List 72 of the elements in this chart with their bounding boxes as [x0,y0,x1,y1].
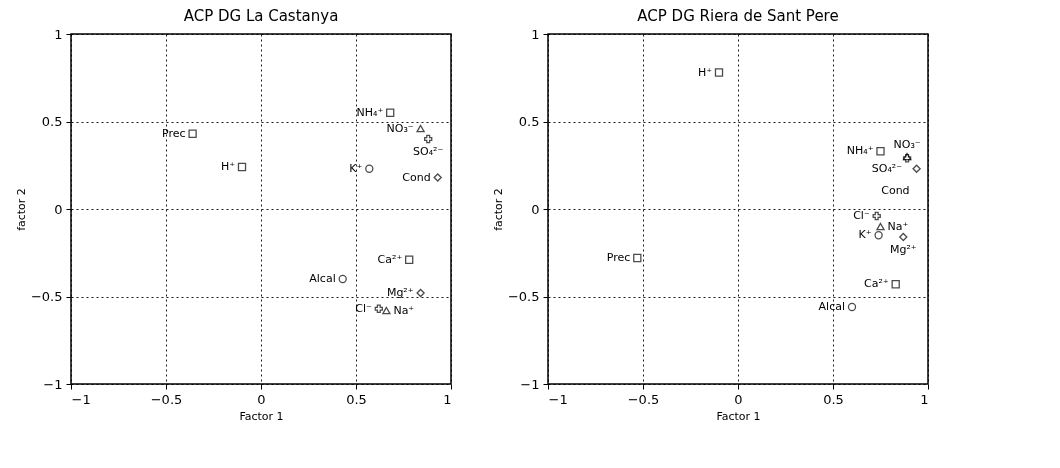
point [386,108,395,117]
x-tick-label: 0 [257,391,266,407]
point [416,124,425,133]
point [424,134,433,144]
series-label: Na⁺ [393,303,415,317]
point [188,129,197,138]
x-tick-label: 0.5 [346,391,367,407]
x-tick-label: −1 [71,391,91,407]
point [374,304,383,313]
series-label: Cl⁻ [853,209,870,222]
point [405,255,414,264]
series-label: NO₃⁻ [386,121,414,135]
series-label: Ca²⁺ [864,277,889,291]
point [891,280,900,289]
series-label: Alcal [818,300,845,313]
x-tick-label: −1 [548,391,568,407]
y-tick-label: 1 [54,26,63,42]
series-label: H⁺ [220,160,236,173]
point [416,288,425,298]
x-axis-title: Factor 1 [239,409,284,423]
y-axis-title: factor 2 [491,188,505,231]
series-label: Mg²⁺ [889,243,917,256]
series-label: Cond [881,183,910,197]
point [874,231,883,240]
series-label: H⁺ [697,65,713,79]
point [365,164,374,173]
chart-title: ACP DG Riera de Sant Pere [637,7,839,25]
y-axis-title: factor 2 [14,188,28,231]
series-label: Mg²⁺ [386,286,414,299]
point [633,253,642,263]
x-axis-title: Factor 1 [716,409,761,423]
series-label: Prec [606,251,631,264]
y-tick-label: 1 [531,26,540,42]
x-tick-label: 1 [443,391,452,407]
y-tick-label: 0 [531,201,540,217]
x-tick-label: 0.5 [823,391,844,407]
point [237,162,247,172]
point [382,306,391,315]
series-label: SO₄²⁻ [871,162,903,176]
y-tick-label: 0.5 [41,114,63,129]
point [433,173,442,182]
chart-title: ACP DG La Castanya [183,7,339,25]
y-tick-label: −0.5 [30,289,63,304]
x-tick-label: 0 [734,391,743,407]
series-label: NH₄⁺ [356,105,384,119]
point [338,274,347,284]
series-label: NH₄⁺ [846,144,874,158]
series-label: Na⁺ [887,219,909,233]
point [899,232,908,242]
point [872,211,881,221]
series-label: Ca²⁺ [377,252,403,266]
point [912,164,921,173]
series-label: Alcal [309,272,336,285]
point [876,147,885,156]
point [876,222,885,231]
y-tick-label: 0 [54,201,63,217]
series-label: Cl⁻ [355,301,372,315]
y-tick-label: 0.5 [518,114,540,129]
point [714,68,724,77]
x-tick-label: −0.5 [627,391,660,407]
series-label: NO₃⁻ [893,137,921,151]
series-label: Cond [402,170,431,184]
series-label: K⁺ [858,228,872,242]
y-tick-label: −1 [520,376,540,392]
x-tick-label: −0.5 [150,391,183,407]
series-label: K⁺ [349,161,363,175]
y-tick-label: −0.5 [507,289,540,304]
y-tick-label: −1 [43,376,63,392]
series-label: Prec [162,126,186,140]
series-label: SO₄²⁻ [413,145,444,158]
x-tick-label: 1 [920,391,929,407]
point [847,302,857,312]
